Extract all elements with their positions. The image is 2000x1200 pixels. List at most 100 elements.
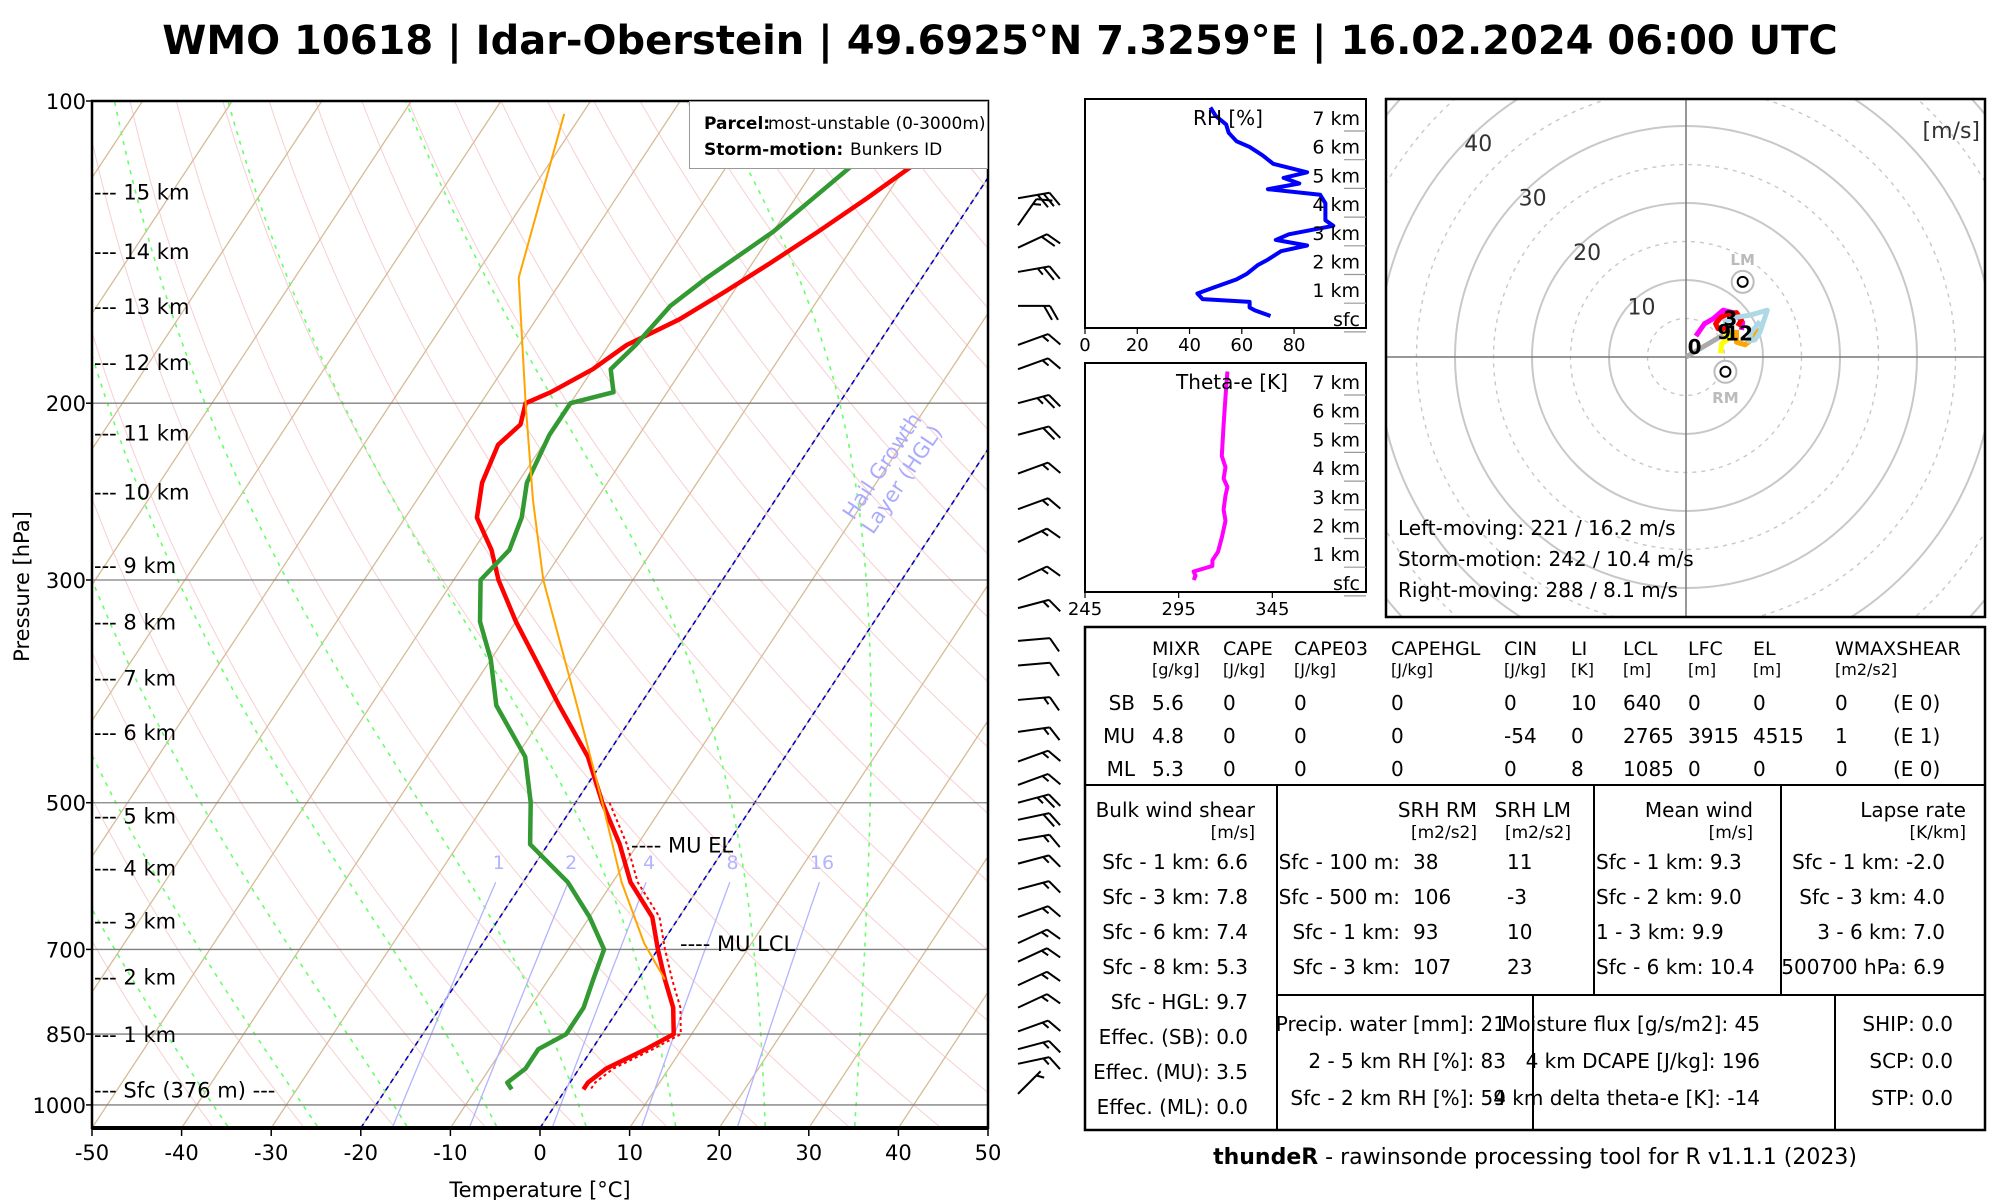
wind-barb: [1017, 598, 1061, 613]
wind-barb: [1017, 565, 1061, 581]
wind-barb-feather: [1047, 1019, 1062, 1032]
theta-e-line: [1191, 371, 1230, 581]
param-cell: -54: [1504, 724, 1537, 748]
param-column-header: MIXR: [1152, 638, 1200, 660]
dry-adiabat-line: [315, 101, 988, 1022]
height-label: --- 6 km: [94, 721, 176, 745]
lapse-rate-row: Sfc - 1 km: -2.0: [1792, 850, 1945, 874]
wind-barb: [1017, 793, 1061, 809]
mean-wind-unit: [m/s]: [1709, 823, 1753, 843]
lapse-rate-row: Sfc - 3 km: 4.0: [1799, 885, 1945, 909]
legend-parcel-value: most-unstable (0-3000m): [768, 114, 986, 134]
chart-title: WMO 10618 | Idar-Oberstein | 49.6925°N 7…: [162, 18, 1838, 64]
dry-adiabat-line: [732, 101, 988, 431]
x-tick-label: 30: [795, 1141, 822, 1165]
param-cell: 0: [1571, 724, 1584, 748]
dry-adiabat-line: [500, 101, 988, 748]
y-tick-label: 300: [46, 569, 86, 593]
srh-rm-value: 93: [1413, 920, 1438, 944]
mixing-ratio-line: [391, 881, 497, 1128]
hgl-isotherm-line: [539, 447, 988, 1128]
param-column-header: CAPEHGL: [1391, 638, 1481, 660]
x-tick-label: 50: [975, 1141, 1002, 1165]
param-cell: 0: [1835, 757, 1848, 781]
x-tick-label: 20: [706, 1141, 733, 1165]
height-label: 4 km: [1312, 458, 1360, 480]
srh-lm-value: 10: [1507, 920, 1532, 944]
hodo-height-label: 12: [1725, 321, 1753, 345]
srh-row-label: Sfc - 100 m:: [1279, 850, 1400, 874]
param-cell: 5.6: [1152, 691, 1184, 715]
skewt-frame: [90, 99, 990, 1130]
wind-barb-half-feather: [1036, 1074, 1045, 1079]
wind-barb: [1017, 198, 1053, 226]
wind-barb-half-feather: [1042, 727, 1050, 736]
height-label: --- 9 km: [94, 554, 176, 578]
storm-marker-label: LM: [1730, 251, 1755, 269]
param-column-unit: [m]: [1753, 660, 1781, 679]
wind-barb: [1017, 812, 1061, 828]
height-label: --- 1 km: [94, 1023, 176, 1047]
param-cell: (E 0): [1893, 691, 1940, 715]
param-column-header: LCL: [1623, 638, 1658, 660]
y-tick-label: 100: [46, 90, 86, 114]
wind-barb-feather: [1042, 427, 1056, 441]
isotherm-line: [92, 101, 412, 587]
wind-barb-staff: [1017, 928, 1048, 945]
wind-barb-feather: [1042, 266, 1055, 281]
param-cell: 0: [1391, 757, 1404, 781]
height-label: 1 km: [1312, 280, 1360, 302]
legend-parcel-label: Parcel:: [704, 114, 771, 134]
moist-adiabat-line: [92, 352, 498, 1127]
srh-row-label: Sfc - 500 m:: [1279, 885, 1400, 909]
height-label: 1 km: [1312, 544, 1360, 566]
bulk-shear-row: Sfc - 8 km: 5.3: [1102, 955, 1248, 979]
param-column-header: EL: [1753, 638, 1776, 660]
srh-lm-value: 23: [1507, 955, 1532, 979]
wind-barb-half-feather: [1043, 697, 1050, 705]
wind-barb-feather: [1036, 194, 1049, 208]
mu-lcl-label: ---- MU LCL: [680, 932, 796, 956]
storm-marker-ring: [1730, 269, 1755, 294]
storm-marker-ring: [1713, 359, 1738, 384]
wind-barb: [1017, 527, 1061, 543]
wind-barb-staff: [1017, 198, 1038, 226]
isotherm-line: [92, 101, 592, 858]
wind-barb: [1018, 304, 1059, 321]
y-tick-label: 850: [46, 1023, 86, 1047]
y-tick-label: 700: [46, 938, 86, 962]
wind-barb-half-feather: [1040, 568, 1049, 575]
param-cell: 0: [1223, 757, 1236, 781]
height-label: sfc: [1333, 309, 1360, 331]
dry-adiabat-line: [361, 101, 988, 952]
footer: thundeR - rawinsonde processing tool for…: [1085, 1145, 1985, 1170]
wind-barb-half-feather: [1040, 949, 1049, 957]
param-cell: 0: [1223, 691, 1236, 715]
height-label: --- 7 km: [94, 666, 176, 690]
hodo-ring-label: 20: [1573, 241, 1601, 266]
wind-barb-feather: [1048, 834, 1061, 848]
moisture-row: Sfc - 2 km RH [%]: 59: [1290, 1086, 1506, 1110]
wind-barb-staff: [1017, 749, 1049, 763]
param-column-unit: [J/kg]: [1223, 660, 1265, 679]
dry-adiabat-line: [268, 101, 988, 1094]
mixing-ratio-label: 2: [565, 852, 577, 874]
wind-barb-feather: [1046, 993, 1061, 1005]
wind-barb-staff: [1017, 1019, 1049, 1033]
wind-barb-half-feather: [1041, 907, 1050, 915]
x-axis-title: Temperature [°C]: [448, 1178, 630, 1200]
parcel-line: [517, 113, 666, 980]
x-tick-label: 245: [1068, 599, 1102, 620]
param-cell: 0: [1223, 724, 1236, 748]
wind-barb-feather: [1047, 773, 1062, 786]
virtual-temperature-line: [589, 802, 682, 1090]
footer-brand: thundeR: [1213, 1145, 1319, 1170]
param-cell: 0: [1504, 691, 1517, 715]
height-label: --- 2 km: [94, 966, 176, 990]
hodo-ring-label: 40: [1464, 132, 1492, 157]
profile-clip: [1191, 371, 1230, 581]
height-label: sfc: [1333, 573, 1360, 595]
isotherm-line: [92, 101, 323, 451]
hodo-stat: Storm-motion: 242 / 10.4 m/s: [1398, 547, 1694, 571]
wind-barb: [1017, 1056, 1061, 1070]
